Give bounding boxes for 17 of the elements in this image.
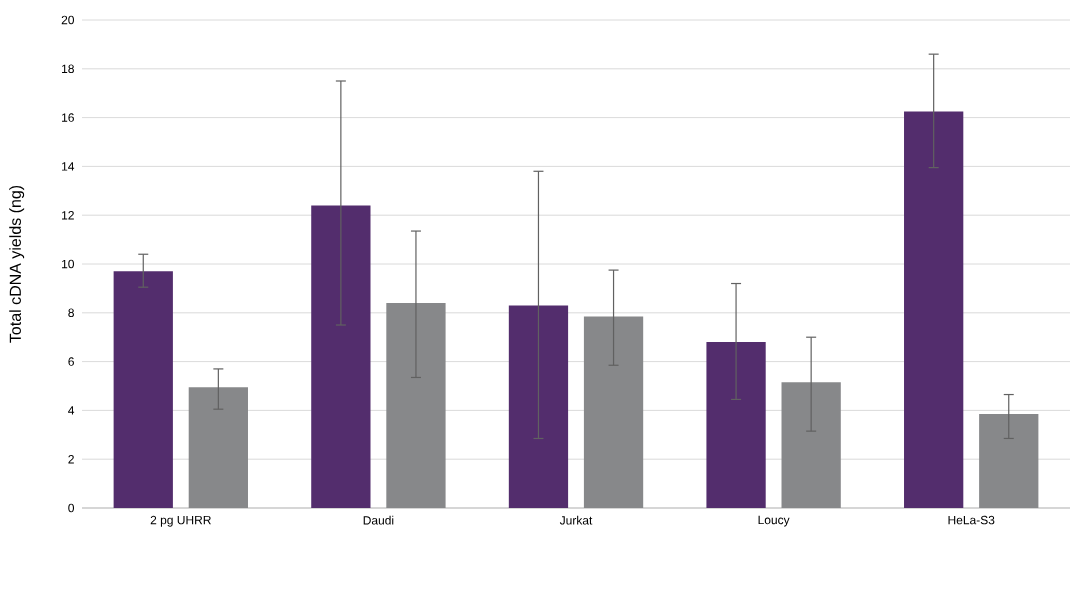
y-tick-label: 18 xyxy=(62,64,74,74)
x-tick-label: Loucy xyxy=(758,515,790,527)
y-tick-label: 0 xyxy=(68,503,75,513)
y-axis-title: Total cDNA yields (ng) xyxy=(9,185,25,343)
y-tick-label: 10 xyxy=(62,259,75,269)
x-tick-label: 2 pg UHRR xyxy=(150,515,211,527)
y-tick-label: 6 xyxy=(68,357,74,366)
x-tick-label: Daudi xyxy=(363,515,394,525)
y-tick-label: 16 xyxy=(62,113,74,122)
x-tick-label: Jurkat xyxy=(559,515,593,525)
y-tick-label: 8 xyxy=(68,308,74,318)
y-tick-label: 12 xyxy=(62,211,74,220)
y-tick-label: 2 xyxy=(68,455,74,464)
y-tick-label: 14 xyxy=(62,162,75,171)
x-tick-label: HeLa-S3 xyxy=(948,515,995,525)
y-tick-label: 4 xyxy=(68,406,75,415)
y-tick-label: 20 xyxy=(61,15,75,25)
